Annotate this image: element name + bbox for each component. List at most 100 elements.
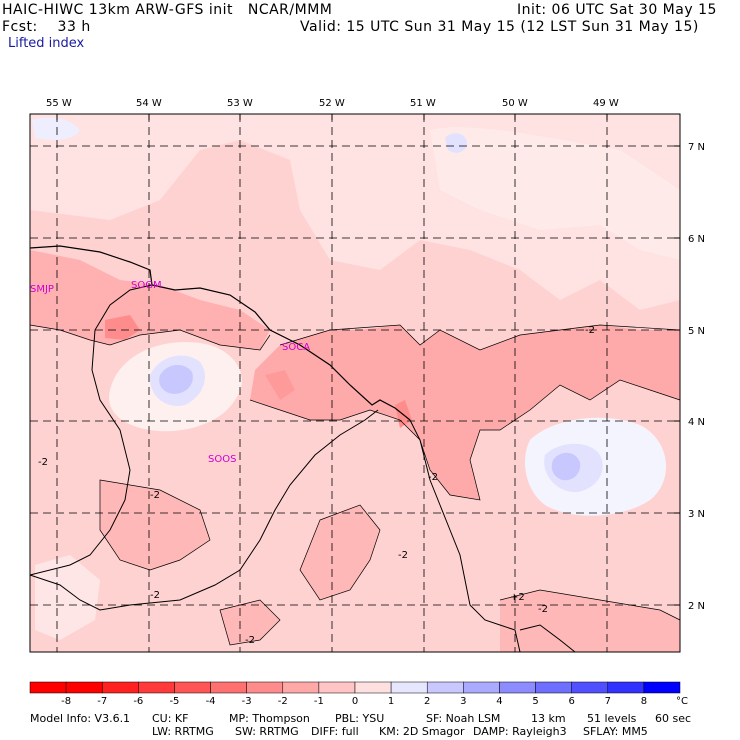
- colorbar-swatch: [318, 681, 356, 694]
- light-field-southwest: [35, 555, 100, 640]
- colorbar-swatch: [282, 681, 320, 694]
- dark-patch-south: [220, 600, 280, 645]
- colorbar-tick-label: -4: [206, 696, 216, 707]
- lon-label: 49 W: [593, 98, 619, 109]
- colorbar-swatch: [138, 681, 175, 694]
- border-line: [29, 284, 153, 576]
- dark-patch-south-east: [500, 590, 680, 652]
- model-info: Model Info: V3.6.1: [30, 712, 131, 725]
- colorbar-tick-label: -5: [169, 696, 179, 707]
- contour-label: -2: [245, 635, 255, 646]
- contour-label: -2: [538, 604, 548, 615]
- sw-scheme: SW: RRTMG: [235, 725, 299, 738]
- colorbar-swatch: [210, 681, 247, 694]
- positive-field-north: [445, 133, 467, 153]
- contour-line: [499, 589, 681, 621]
- timestep: 60 sec: [655, 712, 692, 725]
- colorbar-tick-label: 2: [424, 696, 430, 707]
- colorbar-tick-label: 7: [605, 696, 611, 707]
- lon-label: 54 W: [136, 98, 162, 109]
- colorbar-swatch: [390, 681, 428, 694]
- lon-label: 51 W: [410, 98, 436, 109]
- station-label: SOOS: [208, 454, 236, 465]
- colorbar-swatch: [29, 681, 67, 694]
- graticule: [30, 114, 680, 652]
- colorbar-tick-label: 3: [460, 696, 466, 707]
- valid-time: Valid: 15 UTC Sun 31 May 15 (12 LST Sun …: [300, 19, 699, 35]
- lon-label: 50 W: [502, 98, 528, 109]
- damp-option: DAMP: Rayleigh3: [473, 725, 567, 738]
- contour-label: -2: [398, 550, 408, 561]
- border-line: [409, 419, 521, 653]
- border-line: [519, 624, 576, 653]
- lat-label: 2 N: [688, 601, 705, 612]
- lat-label: 5 N: [688, 326, 705, 337]
- station-label: SOCA: [282, 342, 310, 353]
- colorbar-tick-label: -1: [314, 696, 324, 707]
- lon-label: 55 W: [46, 98, 72, 109]
- positive-field-northwest: [32, 117, 80, 140]
- colorbar-tick-label: -3: [242, 696, 252, 707]
- model-run-title: HAIC-HIWC 13km ARW-GFS init NCAR/MMM: [2, 2, 333, 18]
- resolution: 13 km: [531, 712, 566, 725]
- station-label: SOGM: [131, 280, 162, 291]
- colorbar-swatch: [174, 681, 211, 694]
- contour-line: [299, 504, 381, 601]
- sflay-option: SFLAY: MM5: [583, 725, 648, 738]
- positive-core-east: [551, 452, 581, 481]
- positive-core-west: [159, 364, 193, 394]
- colorbar-tick-label: 1: [388, 696, 394, 707]
- light-field-northeast: [430, 127, 680, 261]
- init-time: Init: 06 UTC Sat 30 May 15: [517, 2, 717, 18]
- lat-label: 3 N: [688, 509, 705, 520]
- contour-label-positive: +2: [510, 592, 525, 603]
- lat-label: 7 N: [688, 142, 705, 153]
- pbl-scheme: PBL: YSU: [335, 712, 385, 725]
- colorbar-swatch: [535, 681, 572, 694]
- colorbar-unit: °C: [676, 696, 688, 707]
- mp-scheme: MP: Thompson: [229, 712, 310, 725]
- colorbar-tick-label: -8: [61, 696, 71, 707]
- colorbar: -8 -7 -6 -5 -4 -3 -2 -1 0 1 2 3 4 5 6 7 8: [29, 681, 681, 707]
- lat-label: 6 N: [688, 234, 705, 245]
- colorbar-tick-label: -7: [97, 696, 107, 707]
- colorbar-swatch: [354, 681, 392, 694]
- diff-option: DIFF: full: [311, 725, 359, 738]
- colorbar-tick-label: -2: [278, 696, 288, 707]
- dark-patch-south-west: [100, 480, 210, 570]
- colorbar-tick-label: 0: [352, 696, 358, 707]
- contour-label: -2: [428, 472, 438, 483]
- colorbar-swatch: [101, 681, 139, 694]
- dark-patch-south-center: [300, 505, 380, 600]
- contour-line: [29, 324, 271, 351]
- sf-scheme: SF: Noah LSM: [426, 712, 501, 725]
- contour-label: -2: [38, 457, 48, 468]
- frame-ticks: [56, 114, 680, 606]
- colorbar-tick-label: 8: [641, 696, 647, 707]
- coastline: [29, 245, 411, 421]
- field-name: Lifted index: [8, 36, 85, 51]
- colorbar-swatch: [643, 681, 681, 694]
- colorbar-swatch: [65, 681, 103, 694]
- contour-label: -2: [150, 490, 160, 501]
- map-frame: [29, 113, 681, 653]
- darker-spot-coast: [265, 370, 295, 400]
- colorbar-tick-label: 5: [532, 696, 538, 707]
- dark-field-west: [30, 250, 270, 350]
- contour-line: [219, 599, 281, 646]
- contour-label: -2: [585, 325, 595, 336]
- levels: 51 levels: [587, 712, 637, 725]
- dark-field-coastal: [250, 325, 680, 500]
- colorbar-swatch: [571, 681, 609, 694]
- cu-scheme: CU: KF: [152, 712, 189, 725]
- colorbar-swatch: [463, 681, 500, 694]
- lw-scheme: LW: RRTMG: [152, 725, 214, 738]
- colorbar-tick-label: -6: [133, 696, 143, 707]
- lon-label: 53 W: [227, 98, 253, 109]
- colorbar-swatch: [607, 681, 645, 694]
- station-label: SMJP: [30, 284, 54, 295]
- lat-label: 4 N: [688, 417, 705, 428]
- colorbar-swatch: [499, 681, 536, 694]
- colorbar-swatch: [426, 681, 464, 694]
